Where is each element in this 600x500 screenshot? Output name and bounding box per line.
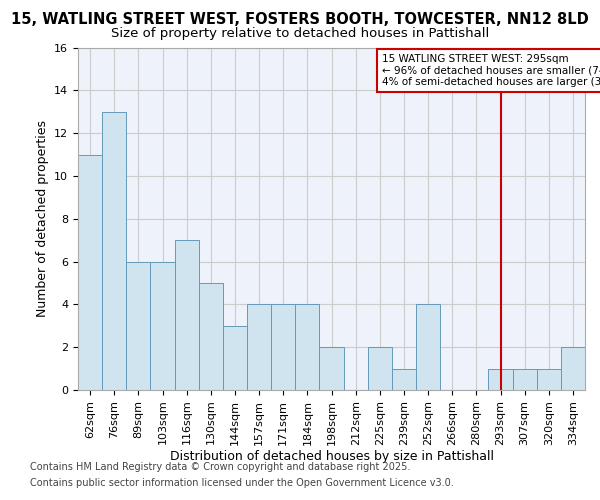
Text: Contains HM Land Registry data © Crown copyright and database right 2025.: Contains HM Land Registry data © Crown c…: [30, 462, 410, 472]
Bar: [295, 304, 319, 390]
Bar: [126, 262, 151, 390]
Bar: [512, 368, 537, 390]
X-axis label: Distribution of detached houses by size in Pattishall: Distribution of detached houses by size …: [170, 450, 493, 464]
Bar: [368, 347, 392, 390]
Bar: [247, 304, 271, 390]
Text: 15, WATLING STREET WEST, FOSTERS BOOTH, TOWCESTER, NN12 8LD: 15, WATLING STREET WEST, FOSTERS BOOTH, …: [11, 12, 589, 28]
Bar: [151, 262, 175, 390]
Bar: [392, 368, 416, 390]
Bar: [271, 304, 295, 390]
Y-axis label: Number of detached properties: Number of detached properties: [35, 120, 49, 318]
Bar: [102, 112, 126, 390]
Bar: [199, 283, 223, 390]
Bar: [175, 240, 199, 390]
Bar: [223, 326, 247, 390]
Bar: [319, 347, 344, 390]
Text: Contains public sector information licensed under the Open Government Licence v3: Contains public sector information licen…: [30, 478, 454, 488]
Text: Size of property relative to detached houses in Pattishall: Size of property relative to detached ho…: [111, 28, 489, 40]
Text: 15 WATLING STREET WEST: 295sqm
← 96% of detached houses are smaller (74)
4% of s: 15 WATLING STREET WEST: 295sqm ← 96% of …: [382, 54, 600, 87]
Bar: [537, 368, 561, 390]
Bar: [416, 304, 440, 390]
Bar: [561, 347, 585, 390]
Bar: [488, 368, 512, 390]
Bar: [78, 154, 102, 390]
